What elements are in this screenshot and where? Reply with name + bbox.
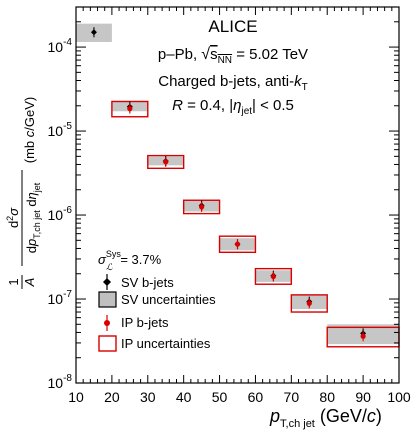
svg-text:dpT,ch jet dηjet: dpT,ch jet dηjet — [24, 182, 42, 253]
y-tick-label: 10-6 — [48, 205, 73, 223]
legend-label-sv-b-jets: SV b-jets — [121, 275, 174, 290]
ip-uncertainty-box — [111, 100, 149, 118]
sys-uncertainty-label: σSys ℒ = 3.7% — [98, 249, 162, 272]
y-tick-label: 10-5 — [48, 121, 73, 139]
x-tick-label: 10 — [68, 389, 84, 405]
experiment-label: ALICE — [208, 17, 257, 36]
sv-b-jets-legend-marker — [103, 278, 111, 286]
x-tick-label: 30 — [140, 389, 156, 405]
legend-label-sv-uncertainties: SV uncertainties — [121, 292, 216, 307]
svg-text:d2σ: d2σ — [5, 207, 21, 228]
x-tick-label: 20 — [104, 389, 120, 405]
ip-uncertainty-box — [254, 267, 293, 285]
x-tick-label: 70 — [284, 389, 300, 405]
collision-system-label: p–Pb, √sNN = 5.02 TeV — [158, 46, 308, 66]
ip-data-point — [127, 106, 133, 112]
ip-data-point — [199, 204, 205, 210]
legend-item-ip-b-jets: IP b-jets — [104, 315, 169, 331]
jet-cuts-label: R = 0.4, |ηjet| < 0.5 — [172, 97, 294, 117]
x-tick-label: 100 — [387, 389, 411, 405]
ip-uncertainty-box — [182, 199, 221, 215]
y-tick-label: 10-8 — [48, 373, 73, 391]
y-tick-label: 10-4 — [48, 37, 73, 55]
x-axis-label: pT,ch jet (GeV/c) — [269, 406, 382, 430]
legend-item-sv-uncertainties: SV uncertainties — [98, 291, 216, 308]
sv-data-point — [90, 29, 97, 36]
y-tick-labels: 10-8 10-7 10-6 10-5 10-4 — [48, 37, 73, 391]
ip-data-point — [234, 241, 241, 247]
svg-text:1: 1 — [6, 278, 21, 285]
ip-uncertainties-legend-box — [98, 335, 117, 352]
plot-frame — [75, 6, 400, 384]
ip-uncertainty-box — [218, 235, 257, 253]
x-tick-label: 80 — [319, 389, 335, 405]
axis-ticks — [75, 7, 400, 384]
ip-uncertainty-box — [147, 154, 185, 170]
ip-data-point — [306, 300, 312, 306]
x-tick-labels: 10 20 30 40 50 60 70 80 90 100 — [68, 389, 411, 405]
y-axis-label: 1 A d2σ dpT,ch jet dηjet (mb c/GeV) — [5, 97, 42, 289]
legend-label-ip-b-jets: IP b-jets — [121, 315, 169, 330]
ip-uncertainty-box — [290, 294, 328, 313]
ip-data-point — [360, 333, 366, 339]
data-points — [90, 27, 367, 342]
y-tick-label: 10-7 — [48, 289, 73, 307]
x-tick-label: 60 — [248, 389, 264, 405]
legend-item-ip-uncertainties: IP uncertainties — [98, 335, 211, 352]
x-tick-label: 50 — [212, 389, 228, 405]
legend-label-ip-uncertainties: IP uncertainties — [121, 336, 211, 351]
legend: SV b-jets SV uncertainties IP b-jets IP … — [98, 274, 216, 352]
ip-data-point — [163, 159, 169, 165]
x-tick-label: 40 — [176, 389, 192, 405]
jet-type-label: Charged b-jets, anti-kT — [158, 73, 308, 93]
svg-text:A: A — [22, 278, 37, 288]
legend-item-sv-b-jets: SV b-jets — [103, 274, 174, 290]
x-tick-label: 90 — [355, 389, 371, 405]
ip-data-point — [270, 273, 276, 280]
sv-uncertainties-legend-box — [98, 291, 117, 308]
svg-text:(mb c/GeV): (mb c/GeV) — [22, 97, 37, 163]
ip-b-jets-legend-marker — [104, 320, 110, 326]
